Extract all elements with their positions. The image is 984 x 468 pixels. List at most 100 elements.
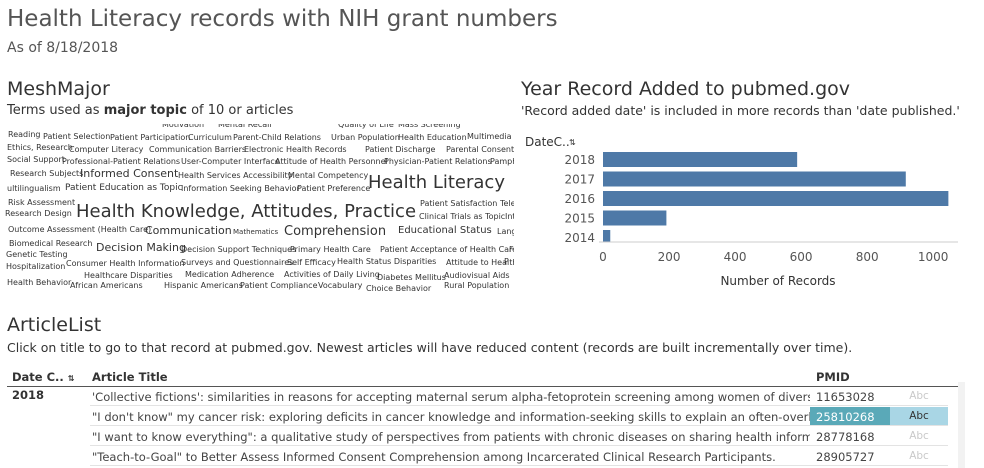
- mesh-term[interactable]: Patient Acceptance of Health Care: [380, 245, 514, 254]
- column-header-pmid[interactable]: PMID: [816, 370, 850, 384]
- mesh-term[interactable]: Mental Recall: [218, 124, 272, 129]
- mesh-term[interactable]: Clinical Trials as Topic: [419, 212, 506, 221]
- mesh-term[interactable]: Health Literacy: [368, 172, 505, 193]
- table-row[interactable]: 'Collective fictions': similarities in r…: [90, 387, 958, 406]
- mesh-term[interactable]: Information Seeking Behavior: [181, 184, 300, 193]
- mesh-term[interactable]: Parent-Child Relations: [233, 133, 321, 142]
- mesh-term[interactable]: Int: [505, 212, 514, 221]
- table-scrollbar[interactable]: [958, 382, 965, 468]
- abc-cell: Abc: [909, 450, 929, 462]
- mesh-term[interactable]: Attitude to Health: [446, 258, 514, 267]
- mesh-term[interactable]: Tele: [500, 199, 514, 208]
- mesh-term[interactable]: Vocabulary: [318, 281, 363, 290]
- pmid-cell: 25810268: [810, 407, 890, 426]
- mesh-term[interactable]: Self Efficacy: [287, 258, 336, 267]
- mesh-term[interactable]: Mental Competency: [288, 171, 369, 180]
- dashboard-subtitle: As of 8/18/2018: [7, 40, 119, 56]
- bar[interactable]: [603, 230, 611, 245]
- mesh-term[interactable]: Decision Support Techniques: [181, 245, 297, 254]
- mesh-term[interactable]: Patient Preference: [297, 184, 371, 193]
- article-table: Date C.. ⇅ Article Title PMID 2018 'Coll…: [0, 366, 984, 468]
- mesh-term[interactable]: Multimedia: [467, 132, 512, 141]
- mesh-term[interactable]: Reading: [8, 130, 41, 139]
- sort-icon[interactable]: ⇅: [67, 374, 75, 383]
- mesh-term[interactable]: Health Behavior: [7, 278, 72, 287]
- mesh-term[interactable]: Health Knowledge, Attitudes, Practice: [76, 201, 417, 222]
- mesh-term[interactable]: Patient Education as Topic: [65, 183, 183, 193]
- mesh-term[interactable]: Health Education: [398, 133, 467, 142]
- mesh-term[interactable]: Health Status Disparities: [337, 257, 437, 266]
- mesh-term[interactable]: Research Subjects: [10, 169, 84, 178]
- mesh-term[interactable]: African Americans: [70, 281, 143, 290]
- mesh-term[interactable]: Rural Population: [444, 281, 510, 290]
- mesh-term[interactable]: Electronic Health Records: [244, 145, 347, 154]
- table-row[interactable]: "I want to know everything": a qualitati…: [90, 427, 958, 446]
- mesh-term[interactable]: Hospitalization: [6, 262, 66, 271]
- mesh-term[interactable]: Surveys and Questionnaires: [181, 258, 294, 267]
- mesh-term[interactable]: Communication Barriers: [149, 145, 247, 154]
- bar[interactable]: [603, 210, 667, 226]
- table-row[interactable]: "Teach-to-Goal" to Better Assess Informe…: [90, 447, 958, 466]
- mesh-term[interactable]: Medication Adherence: [185, 270, 275, 279]
- mesh-term[interactable]: Patient Compliance: [240, 281, 318, 290]
- sort-icon[interactable]: ⇅: [569, 138, 576, 147]
- table-row[interactable]: "I don't know" my cancer risk: exploring…: [90, 407, 958, 426]
- mesh-term[interactable]: Primary Health Care: [290, 245, 371, 254]
- mesh-term[interactable]: Healthcare Disparities: [84, 271, 173, 280]
- mesh-term[interactable]: Patient Satisfaction: [420, 199, 498, 208]
- mesh-term[interactable]: Attitude of Health Personnel: [275, 157, 388, 166]
- mesh-term[interactable]: Research Design: [5, 209, 72, 218]
- mesh-term[interactable]: Genetic Testing: [6, 250, 68, 259]
- bar[interactable]: [603, 152, 798, 167]
- mesh-term[interactable]: ultilingualism: [7, 184, 61, 193]
- mesh-term[interactable]: Outcome Assessment (Health Care): [8, 225, 152, 234]
- mesh-term[interactable]: Lang: [497, 227, 514, 236]
- mesh-term[interactable]: Mathematics: [233, 228, 279, 236]
- mesh-term[interactable]: Risk Assessment: [8, 198, 76, 207]
- mesh-term[interactable]: Consumer Health Information: [66, 259, 185, 268]
- mesh-term[interactable]: Communication: [145, 224, 232, 237]
- article-title-link[interactable]: "Teach-to-Goal" to Better Assess Informe…: [92, 450, 776, 464]
- mesh-term[interactable]: Audiovisual Aids: [444, 271, 510, 280]
- mesh-term[interactable]: Patient Participation: [110, 133, 191, 142]
- mesh-term[interactable]: Activities of Daily Living: [284, 270, 380, 279]
- mesh-term[interactable]: Health Services Accessibility: [178, 171, 293, 180]
- mesh-term[interactable]: Quality of Life: [338, 124, 394, 129]
- bar[interactable]: [603, 191, 949, 206]
- mesh-term[interactable]: Computer Literacy: [69, 145, 144, 154]
- mesh-term[interactable]: Curriculum: [188, 133, 232, 142]
- article-title-link[interactable]: 'Collective fictions': similarities in r…: [92, 390, 810, 404]
- mesh-term[interactable]: Informed Consent: [80, 167, 179, 180]
- mesh-term[interactable]: Patient Selection: [43, 132, 111, 141]
- mesh-term[interactable]: Mass Screening: [398, 124, 461, 129]
- mesh-term[interactable]: Choice Behavior: [366, 284, 432, 293]
- column-header-title[interactable]: Article Title: [92, 370, 168, 384]
- mesh-term[interactable]: Social Support: [7, 155, 65, 164]
- x-tick-label: 400: [724, 250, 747, 264]
- mesh-term[interactable]: Professional-Patient Relations: [62, 157, 181, 166]
- mesh-term[interactable]: Educational Status: [398, 225, 492, 236]
- bar[interactable]: [603, 171, 906, 187]
- article-title-link[interactable]: "I want to know everything": a qualitati…: [92, 430, 810, 444]
- mesh-term[interactable]: Parental Consent: [446, 145, 514, 154]
- mesh-term[interactable]: Ethics, Research: [7, 143, 73, 152]
- mesh-term[interactable]: F: [509, 245, 514, 254]
- mesh-term[interactable]: Urban Population: [331, 133, 400, 142]
- mesh-term[interactable]: Motivation: [162, 124, 205, 129]
- abc-cell: Abc: [909, 390, 929, 402]
- mesh-term[interactable]: Diabetes Mellitus: [377, 273, 446, 282]
- mesh-term[interactable]: Patient Discharge: [365, 145, 436, 154]
- article-title-link[interactable]: "I don't know" my cancer risk: exploring…: [92, 410, 810, 424]
- article-list-title: ArticleList: [7, 314, 102, 336]
- mesh-term[interactable]: User-Computer Interface: [181, 157, 280, 166]
- column-header-date[interactable]: Date C.. ⇅: [12, 370, 75, 384]
- mesh-term[interactable]: P: [504, 257, 509, 266]
- year-bar-chart: DateC.. ⇅ 2018 2017 2016 2015 2014 0 200 400 600 80…: [525, 135, 958, 288]
- mesh-term[interactable]: Physician-Patient Relations: [384, 157, 492, 166]
- mesh-term[interactable]: Comprehension: [284, 224, 387, 239]
- mesh-desc-suffix: of 10 or articles: [186, 103, 294, 118]
- mesh-term[interactable]: Pamph: [490, 157, 514, 166]
- mesh-term[interactable]: Hispanic Americans: [164, 281, 243, 290]
- mesh-term[interactable]: Decision Making: [96, 241, 186, 254]
- mesh-term[interactable]: Biomedical Research: [9, 239, 93, 248]
